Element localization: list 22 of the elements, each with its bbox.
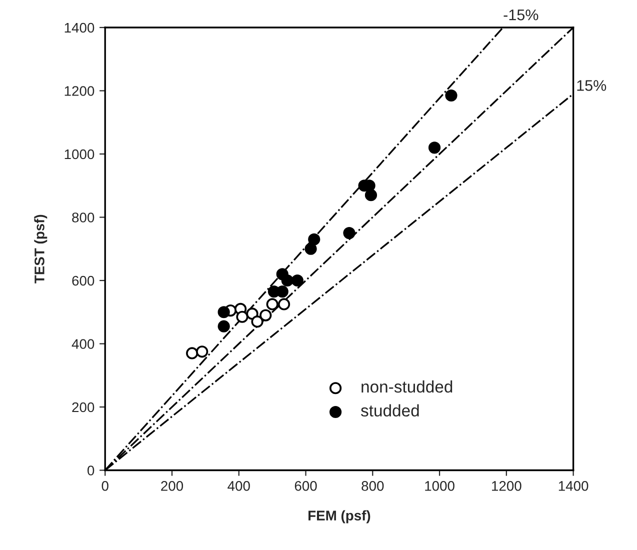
legend-label: studded (360, 404, 419, 417)
x-tick-label: 600 (294, 481, 317, 491)
y-tick-label: 200 (72, 402, 94, 412)
y-axis-title: TEST (psf) (34, 214, 48, 284)
x-tick-label: 1200 (492, 481, 522, 491)
y-tick-label: 0 (88, 466, 94, 476)
x-tick-label: 800 (362, 481, 384, 491)
y-tick-label: 1400 (64, 22, 94, 33)
y-tick-label: 1000 (64, 149, 94, 160)
x-tick-label: 400 (228, 481, 250, 491)
legend-label: non-studded (362, 380, 452, 393)
y-tick-label: 400 (72, 339, 94, 349)
y-tick-label: 600 (72, 276, 94, 286)
y-tick-label: 800 (72, 212, 94, 222)
annotation: -15% (504, 10, 538, 20)
x-tick-label: 200 (161, 481, 184, 491)
x-tick-label: 1400 (558, 481, 588, 491)
annotation: 15% (577, 80, 606, 91)
x-axis-title: FEM (psf) (308, 510, 370, 524)
y-tick-label: 1200 (64, 86, 94, 96)
x-tick-label: 0 (102, 481, 108, 491)
x-tick-label: 1000 (425, 481, 454, 491)
